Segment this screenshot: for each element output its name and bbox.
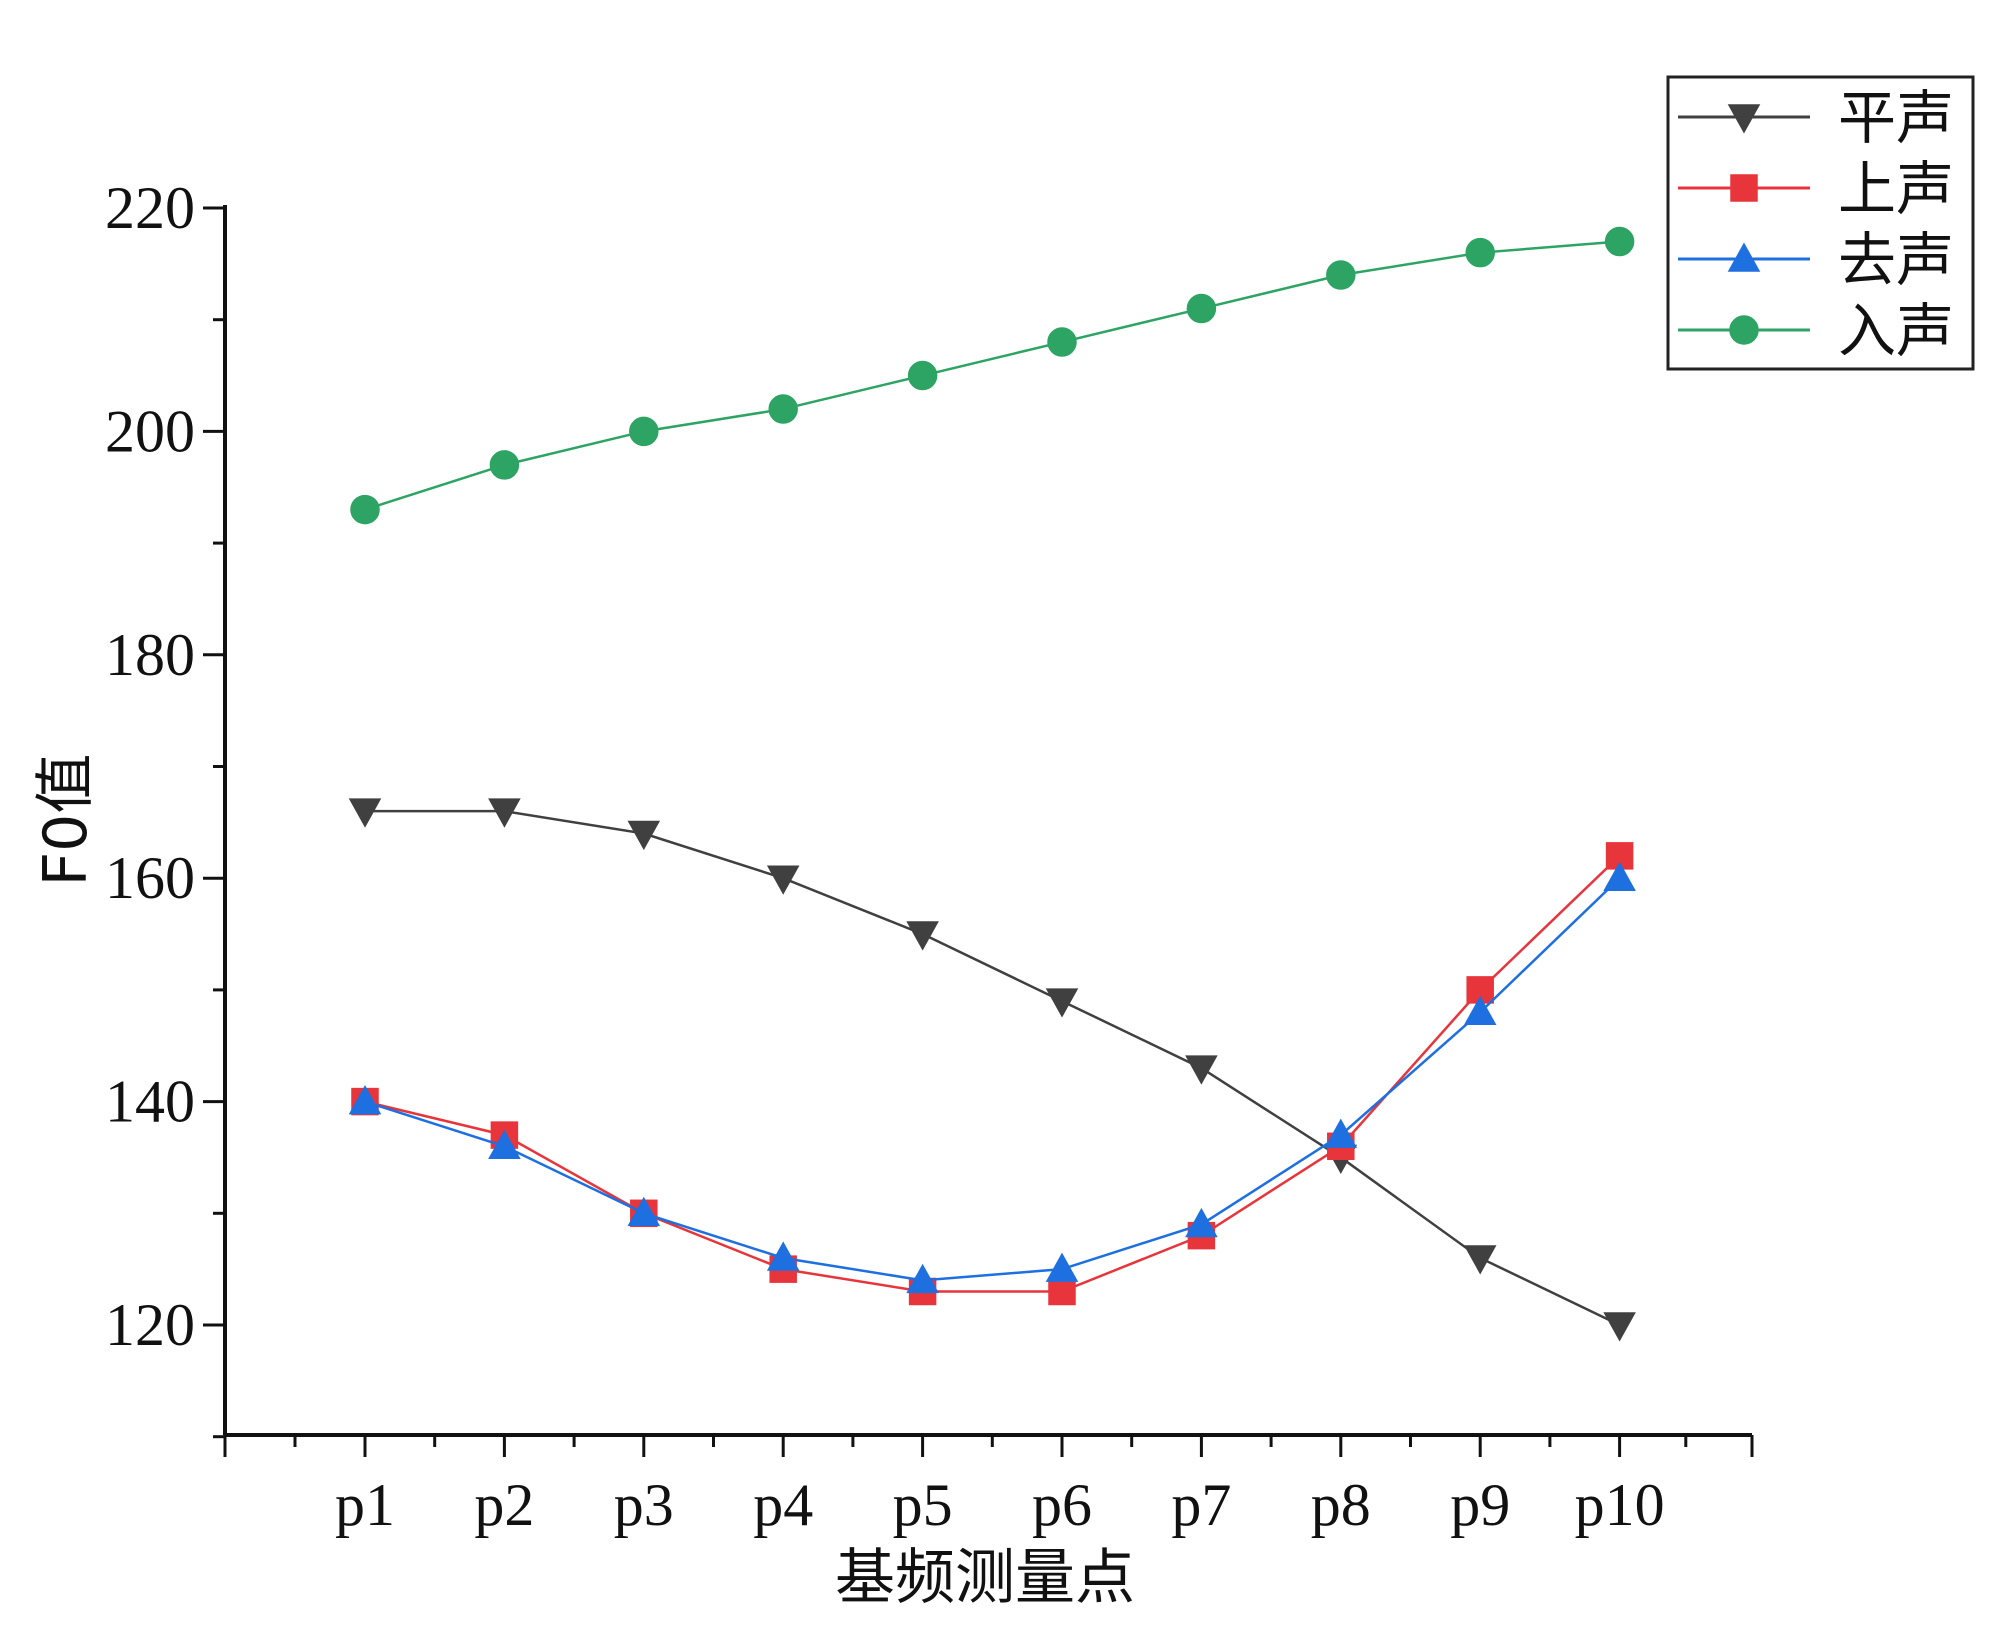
data-point [1045, 988, 1079, 1018]
series-2 [351, 842, 1634, 1306]
series-4 [350, 226, 1635, 525]
legend-label: 去声 [1838, 226, 1954, 294]
data-point [1324, 1118, 1358, 1148]
x-tick-label: p3 [614, 1472, 674, 1538]
data-point [1604, 226, 1635, 257]
y-tick-label: 120 [105, 1292, 195, 1358]
data-point [489, 450, 520, 480]
y-tick-label: 200 [105, 398, 195, 464]
series-layer [348, 226, 1636, 1342]
legend-item: 平声 [1678, 84, 1954, 152]
data-point [907, 360, 938, 391]
data-point [1045, 1252, 1079, 1282]
legend-marker [1729, 315, 1759, 345]
data-point [629, 416, 659, 447]
series-1 [348, 798, 1636, 1342]
series-line [365, 809, 1621, 1327]
data-point [906, 1263, 939, 1294]
data-point [1185, 1207, 1218, 1238]
x-tick-label: p9 [1450, 1472, 1510, 1538]
data-point [768, 394, 798, 424]
data-point [1186, 293, 1217, 324]
data-point [627, 820, 661, 851]
data-point [1048, 1277, 1076, 1306]
y-tick-label: 180 [105, 622, 195, 688]
x-tick-label: p1 [335, 1472, 395, 1538]
data-point [1465, 237, 1495, 268]
legend-label: 平声 [1838, 84, 1954, 152]
data-point [766, 1241, 800, 1271]
data-point [1603, 861, 1636, 891]
legend-box [1666, 75, 1975, 371]
series-line [364, 854, 1621, 1293]
x-tick-label: p5 [893, 1472, 953, 1538]
x-tick-label: p4 [753, 1472, 813, 1538]
legend-marker [1727, 242, 1761, 272]
x-axis-title: 基频测量点 [835, 1543, 1135, 1613]
data-point [1463, 1245, 1497, 1275]
axes [223, 205, 1752, 1437]
legend-marker [1727, 104, 1761, 134]
x-tick-label: p2 [474, 1472, 534, 1538]
data-point [766, 865, 800, 895]
y-tick-label: 220 [105, 175, 195, 241]
data-point [906, 921, 939, 951]
data-point [488, 1129, 521, 1160]
y-tick-label: 140 [105, 1069, 195, 1135]
x-tick-label: p6 [1032, 1472, 1092, 1538]
ticks: 120 140 160 180 200 220 p1 p2 p3 p4 p5 p6 p7 p8 p9 p10 [105, 175, 1754, 1538]
legend-label: 上声 [1838, 155, 1954, 223]
legend-marker [1730, 174, 1758, 202]
legend-label: 入声 [1838, 297, 1954, 365]
data-point [1185, 1055, 1218, 1085]
y-axis-title: F0值 [31, 754, 101, 887]
data-point [627, 1196, 661, 1227]
data-point [1603, 1312, 1636, 1342]
data-point [1047, 327, 1077, 357]
series-line [364, 877, 1621, 1282]
x-tick-label: p7 [1171, 1472, 1231, 1538]
legend-item: 入声 [1678, 297, 1954, 365]
series-3 [348, 861, 1636, 1294]
data-point [348, 1085, 382, 1115]
data-point [1463, 995, 1497, 1025]
legend-item: 上声 [1678, 155, 1954, 223]
data-point [1326, 260, 1356, 290]
data-point [348, 798, 382, 828]
data-point [350, 494, 380, 525]
series-line [364, 240, 1620, 511]
x-tick-label: p8 [1311, 1472, 1371, 1538]
legend-item: 去声 [1678, 226, 1954, 294]
y-tick-label: 160 [105, 845, 195, 911]
x-tick-label: p10 [1575, 1472, 1665, 1538]
data-point [488, 798, 521, 828]
